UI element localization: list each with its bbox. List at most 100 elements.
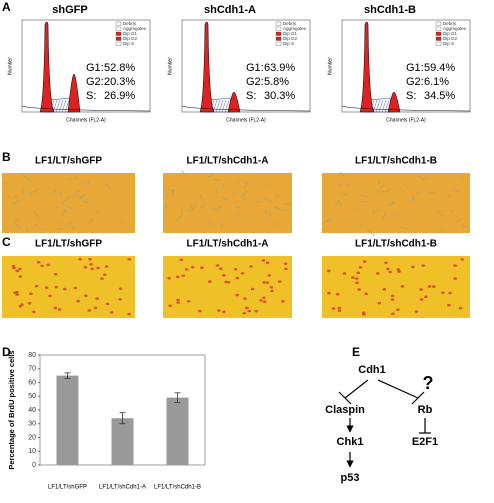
cell bbox=[417, 175, 426, 181]
nucleus bbox=[419, 288, 423, 291]
nucleus bbox=[357, 288, 361, 291]
cell bbox=[167, 188, 174, 193]
legend-swatch bbox=[275, 21, 282, 26]
nucleus bbox=[93, 306, 98, 310]
cell bbox=[206, 173, 214, 179]
cell bbox=[459, 175, 464, 179]
nucleus bbox=[15, 293, 19, 296]
cell bbox=[56, 227, 64, 230]
nucleus bbox=[414, 310, 419, 313]
nucleus bbox=[184, 268, 189, 271]
legend-swatch bbox=[115, 31, 122, 36]
nucleus bbox=[235, 293, 240, 297]
cell bbox=[242, 190, 248, 197]
nucleus bbox=[277, 280, 282, 283]
nucleus bbox=[396, 308, 400, 311]
hatch bbox=[52, 99, 58, 113]
nucleus bbox=[73, 286, 78, 290]
cell bbox=[274, 221, 278, 228]
cell bbox=[75, 176, 79, 180]
y-tick-label: 70 bbox=[28, 366, 36, 373]
cell bbox=[25, 229, 29, 233]
diagram-arrows bbox=[338, 379, 431, 468]
nucleus bbox=[356, 271, 361, 275]
nucleus bbox=[179, 258, 184, 262]
cell bbox=[188, 208, 194, 213]
cell bbox=[14, 223, 22, 230]
cell bbox=[334, 200, 341, 207]
nucleus bbox=[27, 301, 32, 305]
nucleus bbox=[167, 276, 171, 280]
legend-entry: Aggregates bbox=[443, 26, 467, 31]
nucleus bbox=[265, 281, 270, 284]
hatch bbox=[212, 99, 218, 113]
hatch bbox=[224, 99, 230, 113]
nucleus bbox=[427, 285, 432, 288]
x-tick-label: LF1/LT/shCdh1-A bbox=[99, 485, 146, 491]
flow-title: shCdh1-B bbox=[364, 4, 416, 16]
nucleus bbox=[390, 298, 395, 301]
cell bbox=[336, 183, 343, 187]
nucleus bbox=[250, 287, 255, 291]
nucleus bbox=[447, 303, 451, 307]
nucleus bbox=[240, 271, 245, 275]
legend-entry: Dip G1 bbox=[443, 31, 458, 36]
stat-label: S: bbox=[86, 90, 96, 102]
nucleus bbox=[327, 291, 331, 295]
g1-peak bbox=[199, 21, 215, 113]
g1-peak bbox=[39, 21, 55, 113]
cell bbox=[118, 220, 123, 224]
cell bbox=[67, 220, 74, 226]
stat-value: 34.5% bbox=[424, 90, 455, 102]
nucleus bbox=[337, 306, 342, 310]
nucleus bbox=[421, 264, 425, 267]
nucleus bbox=[281, 300, 285, 303]
nucleus bbox=[200, 266, 204, 270]
cell bbox=[71, 225, 75, 230]
panel-label: A bbox=[2, 0, 11, 14]
stat-label: G2: bbox=[86, 76, 104, 88]
flow-title: shGFP bbox=[52, 4, 87, 16]
cell bbox=[19, 172, 28, 180]
cell bbox=[55, 205, 59, 209]
nucleus bbox=[103, 273, 107, 276]
cell bbox=[462, 223, 468, 229]
hatch bbox=[221, 99, 227, 113]
nucleus bbox=[18, 267, 22, 271]
cell bbox=[199, 204, 207, 209]
nucleus bbox=[96, 266, 100, 270]
diagram-node: Chk1 bbox=[337, 436, 364, 448]
axis-label: Number bbox=[327, 57, 333, 75]
nucleus bbox=[388, 270, 392, 274]
cell bbox=[74, 189, 81, 195]
nucleus bbox=[254, 309, 259, 313]
diagram-node: Claspin bbox=[325, 404, 365, 416]
nucleus bbox=[84, 294, 88, 297]
cell bbox=[409, 196, 416, 203]
diagram-node: E2F1 bbox=[412, 436, 438, 448]
nucleus bbox=[261, 259, 266, 262]
nucleus bbox=[364, 292, 368, 295]
x-tick-label: LF1/LT/shCdh1-B bbox=[154, 485, 201, 491]
cell bbox=[347, 217, 350, 220]
cell bbox=[453, 189, 461, 194]
cell bbox=[283, 208, 288, 212]
nucleus bbox=[217, 309, 221, 312]
nucleus bbox=[385, 267, 390, 271]
nucleus bbox=[181, 274, 186, 277]
cell bbox=[49, 189, 57, 196]
cell bbox=[63, 208, 69, 215]
cell bbox=[201, 224, 205, 227]
cell bbox=[361, 193, 369, 198]
legend-swatch bbox=[435, 36, 442, 41]
nucleus bbox=[222, 274, 226, 277]
nucleus bbox=[460, 258, 464, 261]
g1-peak bbox=[359, 21, 375, 113]
cell bbox=[28, 193, 33, 198]
stat-label: G1: bbox=[246, 62, 264, 74]
y-tick-label: 30 bbox=[28, 421, 36, 428]
cell bbox=[241, 180, 250, 185]
cell bbox=[95, 209, 101, 213]
nucleus bbox=[36, 260, 41, 264]
axis-label: Channels (FL2-A) bbox=[226, 117, 266, 123]
